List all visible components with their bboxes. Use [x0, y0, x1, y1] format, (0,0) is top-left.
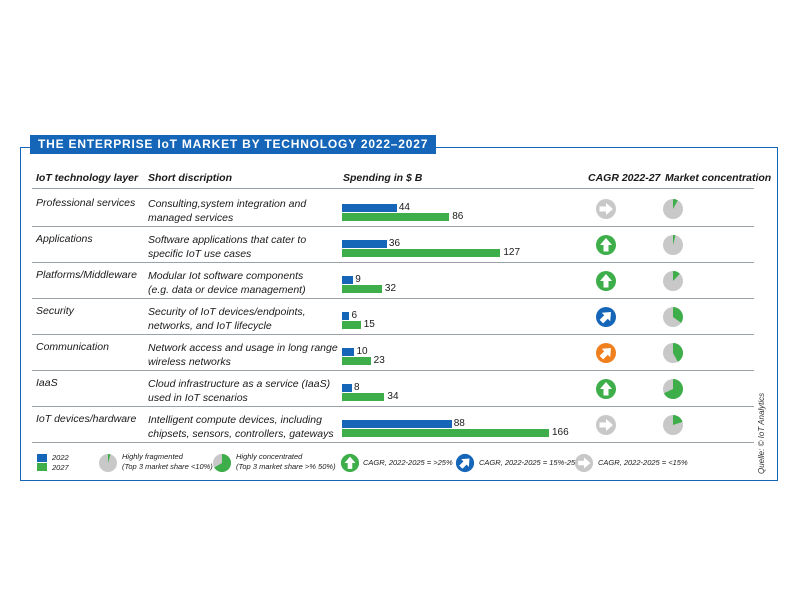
bar-2022 [342, 384, 352, 392]
row-separator [32, 406, 754, 407]
bar-2027 [342, 213, 450, 221]
market-concentration-pie-icon [663, 271, 683, 291]
cagr-high-arrow-icon [340, 453, 360, 473]
row-description: Software applications that cater to spec… [148, 234, 307, 260]
bar-2022 [342, 204, 397, 212]
row-description: Modular Iot software components (e.g. da… [148, 270, 306, 296]
row-layer-label: Platforms/Middleware [36, 269, 137, 281]
legend-swatch-2027 [37, 463, 47, 471]
row-layer-label: IaaS [36, 377, 58, 389]
value-label-2022: 8 [353, 382, 360, 393]
table-row: IoT devices/hardware Intelligent compute … [32, 410, 754, 446]
row-separator [32, 370, 754, 371]
header-description: Short discription [148, 172, 232, 184]
value-label-2022: 9 [355, 274, 361, 285]
market-concentration-pie-icon [663, 234, 683, 255]
value-label-2022: 6 [351, 310, 358, 321]
cagr-high-arrow-icon [596, 379, 616, 399]
cagr-mid-arrow-icon [596, 343, 616, 363]
legend-label-2022: 2022 [52, 453, 69, 462]
cagr-mid-arrow-icon [455, 453, 475, 473]
market-concentration-pie-icon [663, 415, 683, 435]
cagr-mid-arrow-icon [596, 307, 616, 327]
table-row: Platforms/Middleware Modular Iot software… [32, 266, 754, 302]
legend-label-fragmented: Highly fragmented (Top 3 market share <1… [122, 452, 213, 471]
header-separator [32, 188, 754, 189]
value-label-2027: 86 [452, 211, 464, 222]
row-description: Security of IoT devices/endpoints, netwo… [148, 306, 306, 332]
value-label-2022: 88 [453, 418, 465, 429]
value-label-2027: 32 [384, 283, 397, 294]
table-row: IaaS Cloud infrastructure as a service (I… [32, 374, 754, 410]
header-spending: Spending in $ B [343, 172, 423, 184]
header-cagr: CAGR 2022-27 [588, 172, 661, 184]
row-layer-label: Security [36, 305, 74, 317]
chart-title: THE ENTERPRISE IoT MARKET BY TECHNOLOGY … [30, 135, 437, 154]
market-concentration-pie-icon [663, 199, 683, 219]
header-concentration: Market concentration [665, 172, 772, 184]
legend-label-2027: 2027 [52, 463, 69, 472]
value-label-2027: 23 [373, 355, 385, 366]
bar-2022 [342, 348, 355, 356]
bar-2022 [342, 312, 350, 320]
row-description: Network access and usage in long range w… [148, 342, 338, 368]
row-separator [32, 262, 754, 263]
row-description: Consulting,system integration and manage… [148, 198, 307, 224]
row-layer-label: Professional services [36, 197, 136, 209]
table-row: Communication Network access and usage in… [32, 338, 754, 374]
cagr-high-arrow-icon [596, 235, 616, 255]
row-description: Intelligent compute devices, including c… [148, 414, 334, 440]
row-separator [32, 226, 754, 227]
cagr-low-arrow-icon [596, 199, 616, 219]
bar-2027 [342, 429, 549, 437]
row-description: Cloud infrastructure as a service (IaaS)… [148, 378, 331, 404]
cagr-low-arrow-icon [574, 453, 594, 473]
bar-2027 [342, 321, 361, 329]
table-row: Applications Software applications that c… [32, 230, 754, 266]
legend-label-concentrated: Highly concentrated (Top 3 market share … [236, 452, 336, 471]
bar-2022 [342, 276, 354, 284]
legend-label-cagr-mid: CAGR, 2022-2025 = 15%-25% [479, 458, 582, 467]
cagr-low-arrow-icon [596, 415, 616, 435]
row-layer-label: Communication [36, 341, 109, 353]
value-label-2022: 36 [388, 238, 401, 249]
bar-2022 [342, 240, 387, 248]
value-label-2027: 15 [363, 319, 375, 330]
table-row: Security Security of IoT devices/endpoint… [32, 302, 754, 338]
bar-2027 [342, 357, 371, 365]
table-row: Professional services Consulting,system i… [32, 194, 754, 230]
header-layer: IoT technology layer [36, 172, 139, 184]
bar-2027 [342, 285, 382, 293]
row-layer-label: Applications [36, 233, 93, 245]
value-label-2027: 127 [503, 247, 521, 258]
bar-2022 [342, 420, 452, 428]
market-concentration-pie-icon [663, 307, 684, 327]
bar-2027 [342, 249, 501, 257]
row-separator [32, 298, 754, 299]
legend-label-cagr-high: CAGR, 2022-2025 = >25% [363, 458, 453, 467]
row-separator [32, 334, 754, 335]
value-label-2027: 34 [387, 391, 399, 402]
market-concentration-pie-icon [663, 343, 683, 363]
concentrated-pie-icon [213, 454, 231, 472]
value-label-2022: 44 [398, 202, 410, 213]
source-note: Quelle: © IoT Analytics [757, 392, 766, 474]
fragmented-pie-icon [99, 454, 117, 472]
cagr-high-arrow-icon [596, 271, 616, 291]
row-separator [32, 442, 754, 443]
bar-2027 [342, 393, 385, 401]
row-layer-label: IoT devices/hardware [36, 413, 137, 425]
market-concentration-pie-icon [663, 379, 683, 399]
legend-label-cagr-low: CAGR, 2022-2025 = <15% [598, 458, 688, 467]
value-label-2027: 166 [552, 427, 569, 438]
legend-swatch-2022 [37, 454, 47, 462]
value-label-2022: 10 [356, 346, 368, 357]
